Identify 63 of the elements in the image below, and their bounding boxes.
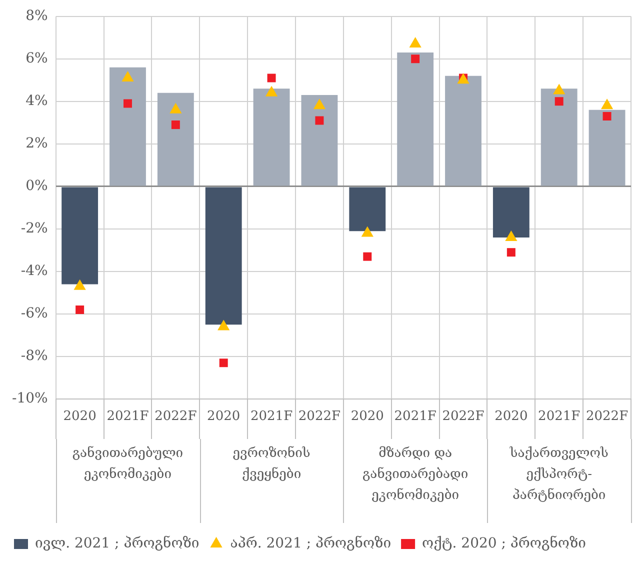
text: საქართველოს ექსპორტ-პარტნიორები [508,446,608,503]
bar [253,88,290,186]
bar [445,76,482,186]
x-tick-label: 2022F [442,409,484,424]
bar [397,52,434,186]
bar [157,92,194,186]
point [265,86,278,96]
point [122,71,134,82]
bar [349,187,386,232]
legend-label: ივლ. 2021 ; პროგნოზი [35,536,200,552]
x-tick-label: 2021F [538,409,580,424]
point [124,99,132,108]
x-tick-label: 2020 [350,409,384,424]
x-tick-label: 2021F [250,409,293,424]
point [313,98,326,110]
bar [205,187,242,325]
x-tick-label: 2021F [394,409,436,424]
point [267,74,276,82]
y-tick-label: 2% [26,136,48,152]
point [171,120,180,130]
x-tick-label: 2020 [63,409,96,424]
x-tick-label: 2022F [154,409,197,424]
x-tick-label: 2021F [106,409,149,424]
bar [62,187,98,284]
point [218,320,230,330]
point [409,37,422,48]
text: მზარდი და განვითარებადი ეკონომიკები [362,446,468,503]
point [76,305,84,314]
y-tick-label: -4% [20,263,48,280]
x-tick-label: 2022F [298,409,341,424]
bar [492,187,530,238]
point [74,279,86,290]
point [602,112,612,121]
y-tick-label: 8% [26,8,48,24]
point [363,252,372,261]
bar [301,95,338,186]
text: ევროზონის ქვეყნები [232,446,310,482]
bar [588,110,626,186]
point [411,54,420,64]
bar [540,88,578,186]
point [219,358,228,368]
point [600,98,614,110]
point [170,102,182,114]
point [315,116,324,125]
point [553,84,566,94]
y-tick-label: -10% [12,390,48,407]
point [506,248,516,257]
point [505,230,518,241]
x-tick-label: 2022F [586,409,628,424]
y-tick-label: -8% [20,348,48,364]
legend-label: ოქტ. 2020 ; პროგნოზი [422,536,586,552]
point [554,97,564,106]
x-tick-label: 2020 [494,409,528,424]
bar [110,67,146,186]
y-tick-label: 6% [26,50,48,67]
y-tick-label: 0% [26,178,48,194]
legend-label: აპრ. 2021 ; პროგნოზი [230,536,392,552]
y-tick-label: -6% [20,306,48,322]
y-tick-label: -2% [20,220,48,237]
x-tick-label: 2020 [207,409,240,424]
text: განვითარებული ეკონომიკები [72,446,184,482]
y-tick-label: 4% [26,93,48,110]
point [361,226,374,237]
